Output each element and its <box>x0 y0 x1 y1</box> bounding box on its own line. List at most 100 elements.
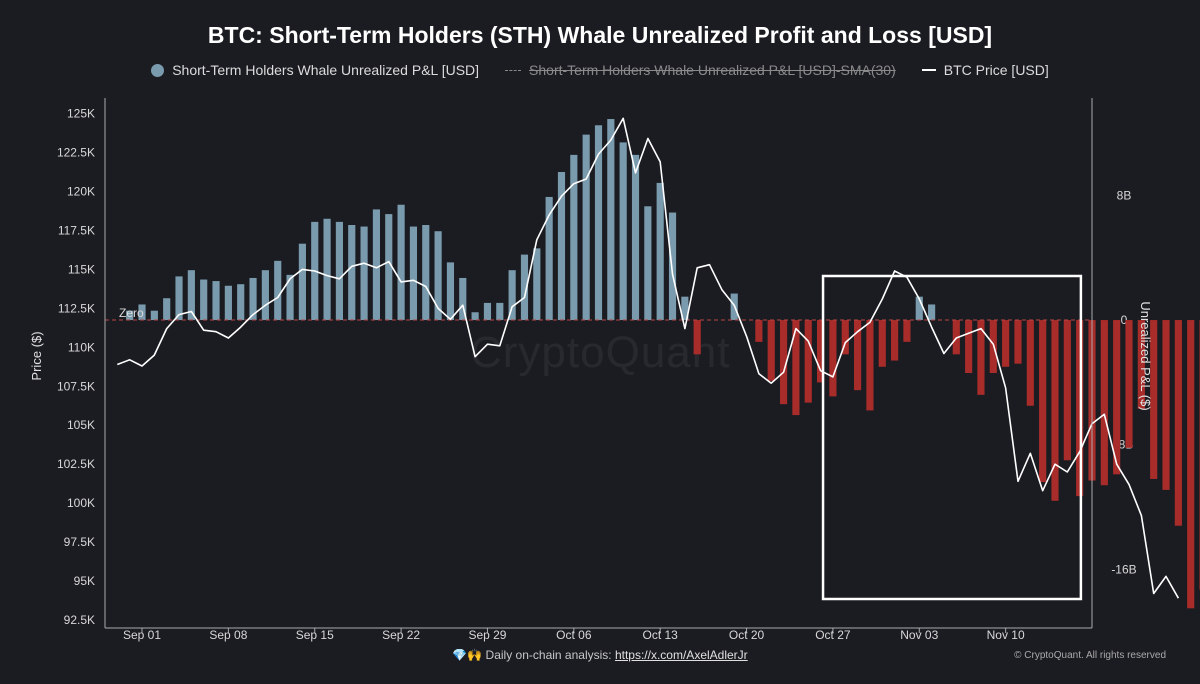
right-tick-label: -16B <box>1111 562 1136 576</box>
pnl-bar-negative <box>1187 320 1195 609</box>
price-line-layer <box>117 117 1180 599</box>
pnl-bar-positive <box>496 302 504 321</box>
pnl-bar-positive <box>520 254 529 321</box>
zero-label: Zero <box>119 306 144 320</box>
pnl-bar-negative <box>829 320 837 397</box>
pnl-bar-positive <box>397 204 405 321</box>
pnl-bar-positive <box>434 231 442 321</box>
legend-label-price: BTC Price [USD] <box>943 62 1049 78</box>
pnl-bar-negative <box>1137 320 1145 409</box>
pnl-bar-negative <box>767 320 775 381</box>
pnl-bar-negative <box>1125 320 1133 448</box>
footer-rights: © CryptoQuant. All rights reserved <box>1014 650 1166 661</box>
pnl-bar-negative <box>1051 320 1059 501</box>
pnl-bar-negative <box>1100 320 1108 486</box>
pnl-bar-positive <box>237 284 245 321</box>
x-axis: Sep 01 Sep 08 Sep 15 Sep 22 Sep 29 Oct 06 Oct … <box>123 628 1025 642</box>
pnl-bar-negative <box>1039 320 1047 483</box>
legend-item-pnl[interactable]: Short-Term Holders Whale Unrealized P&L … <box>151 62 479 78</box>
pnl-bar-negative <box>1014 320 1022 364</box>
pnl-bar-negative <box>965 320 973 374</box>
x-tick-label: Oct 06 <box>556 628 592 642</box>
legend-item-price[interactable]: BTC Price [USD] <box>921 62 1049 78</box>
btc-price-line <box>117 117 1180 599</box>
pnl-bar-positive <box>594 125 603 321</box>
left-tick-label: 105K <box>67 418 95 432</box>
x-tick-label: Sep 29 <box>468 628 506 642</box>
pnl-bar-negative <box>1063 320 1071 461</box>
left-tick-label: 117.5K <box>58 223 95 237</box>
pnl-bar-positive <box>372 209 381 321</box>
pnl-bar-negative <box>1162 320 1170 490</box>
left-tick-label: 107.5K <box>57 379 95 393</box>
pnl-bar-negative <box>854 320 862 391</box>
right-axis-title: Unrealized P&L ($) <box>1138 301 1153 410</box>
pnl-bar-negative <box>903 320 911 342</box>
x-tick-label: Sep 15 <box>296 628 334 642</box>
pnl-bar-positive <box>126 310 134 321</box>
pnl-bar-positive <box>557 172 566 321</box>
pnl-bar-positive <box>533 248 541 321</box>
left-tick-label: 100K <box>67 496 95 510</box>
pnl-bar-positive <box>607 119 615 321</box>
pnl-bar-positive <box>385 214 393 321</box>
pnl-bar-positive <box>335 221 343 321</box>
pnl-bar-positive <box>286 274 294 321</box>
pnl-bar-positive <box>619 142 627 321</box>
pnl-bar-positive <box>483 302 492 321</box>
legend: Short-Term Holders Whale Unrealized P&L … <box>0 62 1200 78</box>
pnl-bar-negative <box>1113 320 1121 475</box>
pnl-bar-negative <box>816 320 825 383</box>
left-tick-label: 110K <box>68 340 95 354</box>
left-tick-label: 95K <box>74 574 95 588</box>
legend-line-price <box>921 69 936 71</box>
pnl-bar-positive <box>212 281 220 321</box>
pnl-bar-negative <box>779 320 788 405</box>
legend-label-sma: Short-Term Holders Whale Unrealized P&L … <box>529 62 896 78</box>
pnl-bar-positive <box>274 260 282 321</box>
legend-dot-pnl <box>151 63 165 77</box>
pnl-bar-positive <box>150 310 158 321</box>
pnl-bar-negative <box>1026 320 1034 406</box>
pnl-bars <box>126 119 1200 609</box>
pnl-bar-positive <box>224 285 232 321</box>
pnl-bar-negative <box>878 320 886 367</box>
pnl-bar-positive <box>508 270 516 321</box>
legend-label-pnl: Short-Term Holders Whale Unrealized P&L … <box>172 62 480 78</box>
pnl-bar-positive <box>644 206 652 321</box>
left-tick-label: 115K <box>68 262 95 276</box>
x-tick-label: Nov 03 <box>900 628 938 642</box>
diamond-hands-icon: 💎🙌 <box>452 648 483 662</box>
footer-analysis-text: Daily on-chain analysis: <box>485 648 615 662</box>
pnl-bar-positive <box>582 134 590 321</box>
x-tick-label: Oct 13 <box>643 628 679 642</box>
left-tick-label: 122.5K <box>57 146 95 160</box>
right-tick-label: 0 <box>1121 313 1128 327</box>
pnl-bar-negative <box>866 320 874 411</box>
left-tick-label: 92.5K <box>64 613 95 627</box>
pnl-bar-positive <box>200 279 208 321</box>
pnl-bar-negative <box>693 320 701 355</box>
pnl-bar-negative <box>1002 320 1010 367</box>
left-tick-label: 97.5K <box>64 535 95 549</box>
pnl-bar-positive <box>187 270 195 321</box>
left-axis-title: Price ($) <box>29 331 44 380</box>
pnl-bar-positive <box>138 304 146 321</box>
left-tick-label: 102.5K <box>57 457 95 471</box>
footer-analysis: 💎🙌 Daily on-chain analysis: https://x.co… <box>0 648 1200 662</box>
footer-analysis-link[interactable]: https://x.com/AxelAdlerJr <box>614 648 748 662</box>
x-tick-label: Sep 22 <box>382 628 420 642</box>
pnl-bar-positive <box>446 262 455 321</box>
left-tick-label: 120K <box>67 184 95 198</box>
x-tick-label: Nov 10 <box>987 628 1025 642</box>
x-tick-label: Oct 27 <box>815 628 851 642</box>
pnl-bar-positive <box>261 270 269 321</box>
pnl-bar-negative <box>841 320 849 355</box>
legend-item-sma[interactable]: Short-Term Holders Whale Unrealized P&L … <box>505 62 896 78</box>
legend-dash-sma <box>505 69 522 71</box>
left-axis: 125K 122.5K 120K 117.5K 115K 112.5K 110K 107.5K… <box>57 107 95 627</box>
pnl-bar-positive <box>348 224 356 321</box>
pnl-bar-negative <box>977 320 985 395</box>
pnl-bar-positive <box>471 312 479 321</box>
